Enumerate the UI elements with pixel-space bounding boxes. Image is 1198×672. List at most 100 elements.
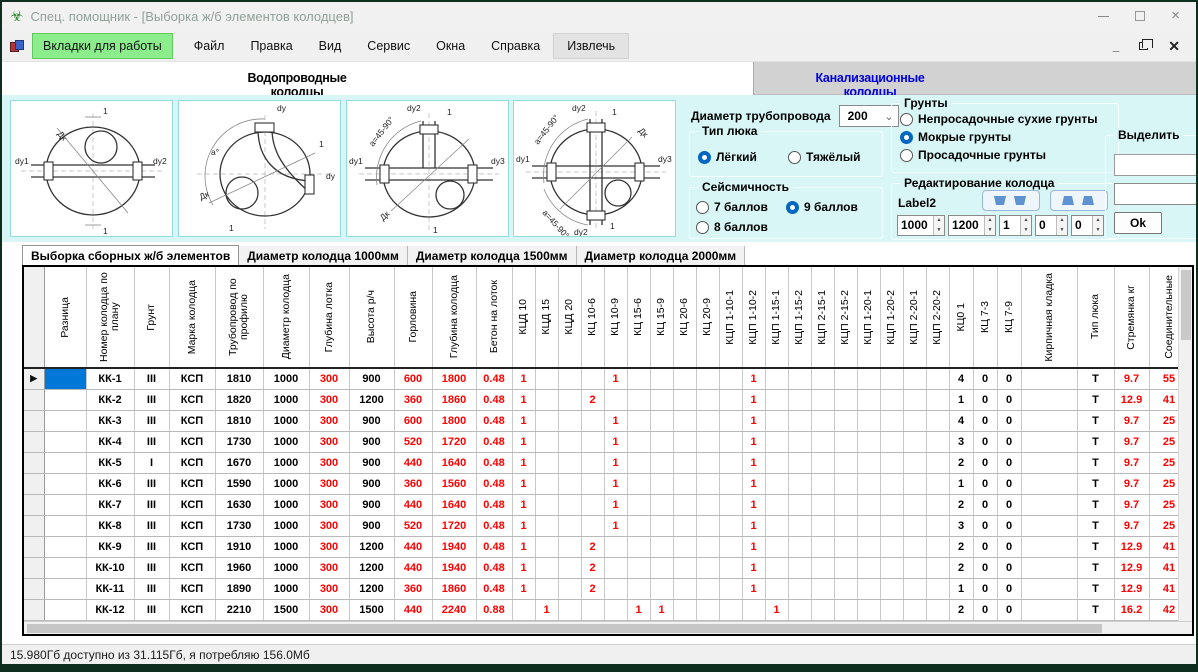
cell[interactable]: Т: [1077, 536, 1114, 557]
cell[interactable]: 1560: [432, 473, 476, 494]
cell[interactable]: 1200: [349, 389, 394, 410]
menu-item-3[interactable]: Правка: [237, 34, 305, 58]
spinner-up-icon[interactable]: ▲: [1021, 216, 1031, 226]
cell[interactable]: 1000: [263, 473, 309, 494]
cell[interactable]: 9.7: [1114, 473, 1149, 494]
cell[interactable]: 1: [512, 557, 535, 578]
cell[interactable]: [719, 578, 742, 599]
cell[interactable]: 1: [765, 599, 788, 620]
cell[interactable]: [765, 473, 788, 494]
row-selector[interactable]: [24, 557, 44, 578]
cell[interactable]: [650, 578, 673, 599]
column-header-19[interactable]: КЦ 20-6: [673, 267, 696, 368]
cell[interactable]: [1021, 410, 1077, 431]
menu-item-4[interactable]: Вид: [306, 34, 355, 58]
cell[interactable]: [512, 599, 535, 620]
cell[interactable]: [765, 410, 788, 431]
cell[interactable]: 1000: [263, 494, 309, 515]
cell[interactable]: 0.48: [476, 536, 512, 557]
cell[interactable]: [44, 578, 86, 599]
cell[interactable]: [650, 536, 673, 557]
cell[interactable]: 1: [512, 494, 535, 515]
cell[interactable]: 1800: [432, 410, 476, 431]
cell[interactable]: [696, 410, 719, 431]
column-header-4[interactable]: Марка колодца: [169, 267, 215, 368]
cell[interactable]: [581, 452, 604, 473]
cell[interactable]: [627, 494, 650, 515]
cell[interactable]: [696, 431, 719, 452]
row-selector[interactable]: ▶: [24, 368, 44, 389]
column-header-21[interactable]: КЦП 1-10-1: [719, 267, 742, 368]
cell[interactable]: [811, 578, 834, 599]
cell[interactable]: 1: [604, 515, 627, 536]
row-selector[interactable]: [24, 536, 44, 557]
cell[interactable]: Т: [1077, 452, 1114, 473]
cell[interactable]: 900: [349, 494, 394, 515]
cell[interactable]: 1: [650, 599, 673, 620]
cell[interactable]: 1200: [349, 557, 394, 578]
cell[interactable]: III: [134, 368, 169, 389]
cell[interactable]: 25: [1149, 473, 1178, 494]
spinner-down-icon[interactable]: ▼: [985, 226, 995, 236]
cell[interactable]: 600: [394, 368, 432, 389]
cell[interactable]: [788, 536, 811, 557]
cell[interactable]: [788, 431, 811, 452]
column-header-9[interactable]: Горловина: [394, 267, 432, 368]
column-header-18[interactable]: КЦ 15-9: [650, 267, 673, 368]
cell[interactable]: [903, 473, 926, 494]
cell[interactable]: 1890: [215, 578, 263, 599]
cell[interactable]: 3: [949, 431, 973, 452]
cell[interactable]: [627, 368, 650, 389]
cell[interactable]: 0: [997, 494, 1021, 515]
cell[interactable]: [44, 368, 86, 389]
spinner-up-icon[interactable]: ▲: [934, 216, 944, 226]
cell[interactable]: 1640: [432, 452, 476, 473]
cell[interactable]: [857, 536, 880, 557]
cell[interactable]: [627, 431, 650, 452]
cell[interactable]: [880, 410, 903, 431]
cell[interactable]: 9.7: [1114, 494, 1149, 515]
column-header-2[interactable]: Номер колодца по плану: [86, 267, 134, 368]
row-selector[interactable]: [24, 494, 44, 515]
cell[interactable]: 1: [512, 452, 535, 473]
cell[interactable]: 1: [512, 431, 535, 452]
cell[interactable]: [1021, 599, 1077, 620]
cell[interactable]: [719, 368, 742, 389]
cell[interactable]: III: [134, 431, 169, 452]
cell[interactable]: [1021, 389, 1077, 410]
cell[interactable]: [1021, 578, 1077, 599]
cell[interactable]: [765, 494, 788, 515]
cell[interactable]: [765, 536, 788, 557]
cell[interactable]: КСП: [169, 452, 215, 473]
cell[interactable]: [857, 473, 880, 494]
cell[interactable]: [719, 410, 742, 431]
cell[interactable]: [788, 410, 811, 431]
cell[interactable]: [535, 452, 558, 473]
cell[interactable]: 1720: [432, 431, 476, 452]
vertical-scrollbar[interactable]: [1178, 267, 1192, 621]
cell[interactable]: [650, 410, 673, 431]
cell[interactable]: [627, 452, 650, 473]
cell[interactable]: [811, 515, 834, 536]
cell[interactable]: КК-6: [86, 473, 134, 494]
cell[interactable]: 300: [309, 368, 349, 389]
cell[interactable]: [880, 515, 903, 536]
spinner-up-icon[interactable]: ▲: [1093, 216, 1103, 226]
cell[interactable]: [880, 557, 903, 578]
cell[interactable]: [903, 368, 926, 389]
well-edit-spinner-2[interactable]: 1200▲▼: [948, 215, 996, 236]
cell[interactable]: [558, 515, 581, 536]
cell[interactable]: [44, 431, 86, 452]
cell[interactable]: 440: [394, 494, 432, 515]
cell[interactable]: КСП: [169, 557, 215, 578]
spinner-down-icon[interactable]: ▼: [1093, 226, 1103, 236]
cell[interactable]: [44, 452, 86, 473]
cell[interactable]: 1: [742, 515, 765, 536]
cell[interactable]: 0: [973, 473, 997, 494]
cell[interactable]: 300: [309, 473, 349, 494]
cell[interactable]: [650, 515, 673, 536]
cell[interactable]: [604, 599, 627, 620]
cell[interactable]: [834, 473, 857, 494]
cell[interactable]: [765, 368, 788, 389]
cell[interactable]: 1000: [263, 389, 309, 410]
